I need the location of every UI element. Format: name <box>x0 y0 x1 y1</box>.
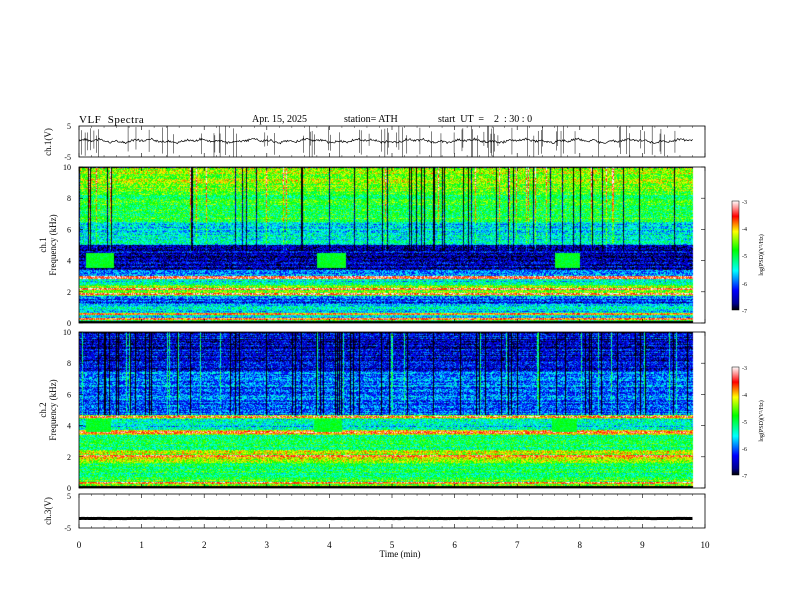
ch2-colorbar-tick: -3 <box>742 366 747 372</box>
ch3-frame <box>78 493 706 529</box>
ch3-ytick-top: 5 <box>67 492 71 501</box>
frequency-tick-label: 2 <box>67 453 71 462</box>
ch3-ylabel: ch.3(V) <box>43 497 53 525</box>
ch1-colorbar-tick: -6 <box>742 282 747 288</box>
ch1-ytick-top: 5 <box>67 122 71 131</box>
ch2-frequency-ticks: 0 2 4 6 8 10 <box>63 328 705 493</box>
ch3-ytick-bottom: -5 <box>64 524 71 533</box>
ch3-voltage-panel: 5 -5 ch.3(V) <box>43 492 706 533</box>
ch2-spectrogram-panel: 0 2 4 6 8 10 ch.2 Frequency (kHz) -3 -4 -5 -6… <box>38 328 765 493</box>
ch1-colorbar-tick: -4 <box>742 227 747 233</box>
time-tick-label: 1 <box>139 540 144 550</box>
time-tick-label: 0 <box>77 540 82 550</box>
ch1-spectrogram-panel: 0 2 4 6 8 10 ch.1 Frequency (kHz) -3 -4 -5 -6… <box>38 163 765 328</box>
ch1-ylabel: ch.1(V) <box>43 128 53 156</box>
ch1-colorbar: -3 -4 -5 -6 -7 log(PSD)(V²/Hz) <box>731 200 765 315</box>
time-tick-label: 7 <box>515 540 520 550</box>
ch1-voltage-spikes <box>81 126 676 157</box>
ch1-voltage-trace <box>79 137 693 145</box>
time-tick-label: 2 <box>202 540 207 550</box>
ch1-colorbar-tick: -5 <box>742 254 747 260</box>
figure-title: VLF Spectra <box>79 114 145 126</box>
time-axis-label: Time (min) <box>380 549 421 559</box>
ch2-colorbar-tick: -7 <box>742 474 747 480</box>
time-tick-label: 3 <box>265 540 270 550</box>
frequency-tick-label: 2 <box>67 288 71 297</box>
ch1-colorbar-tick: -7 <box>742 309 747 315</box>
ch2-colorbar-tick: -4 <box>742 393 747 399</box>
ch2-channel-label: ch.2 <box>38 402 48 417</box>
frequency-tick-label: 8 <box>67 194 71 203</box>
ch1-frequency-ticks: 0 2 4 6 8 10 <box>63 163 705 328</box>
time-tick-label: 8 <box>578 540 583 550</box>
ch2-spectrogram-image <box>79 332 705 488</box>
frequency-tick-label: 0 <box>67 484 71 493</box>
ch1-colorbar-gradient <box>731 200 740 311</box>
frequency-tick-label: 0 <box>67 319 71 328</box>
time-tick-label: 4 <box>327 540 332 550</box>
ch1-voltage-panel: 5 -5 ch.1(V) <box>43 122 706 162</box>
ch1-channel-label: ch.1 <box>38 237 48 252</box>
frequency-tick-label: 10 <box>63 328 71 337</box>
ch1-frame <box>78 125 706 158</box>
frequency-tick-label: 10 <box>63 163 71 172</box>
time-tick-label: 5 <box>390 540 395 550</box>
ch1-colorbar-label: log(PSD)(V²/Hz) <box>758 234 765 275</box>
ch2-colorbar: -3 -4 -5 -6 -7 log(PSD)(V²/Hz) <box>731 366 765 480</box>
frequency-tick-label: 4 <box>67 422 71 431</box>
ch2-frequency-label: Frequency (kHz) <box>48 379 58 440</box>
ch1-frequency-label: Frequency (kHz) <box>48 214 58 275</box>
ch1-spectrogram-image <box>79 167 705 323</box>
ch2-colorbar-tick: -5 <box>742 420 747 426</box>
station-label: station= ATH <box>344 114 398 125</box>
frequency-tick-label: 6 <box>67 390 71 399</box>
time-axis: 0 1 2 3 4 5 6 7 8 9 10 <box>77 126 710 550</box>
frequency-tick-label: 8 <box>67 359 71 368</box>
frequency-tick-label: 4 <box>67 257 71 266</box>
ch1-colorbar-tick: -3 <box>742 200 747 206</box>
time-tick-label: 9 <box>640 540 645 550</box>
ch1-ytick-bottom: -5 <box>64 153 71 162</box>
start-time-label: start UT = 2 : 30 : 0 <box>438 114 533 125</box>
time-tick-label: 6 <box>452 540 457 550</box>
ch2-colorbar-label: log(PSD)(V²/Hz) <box>758 400 765 441</box>
ch2-colorbar-tick: -6 <box>742 447 747 453</box>
ch2-colorbar-gradient <box>731 366 740 476</box>
frequency-tick-label: 6 <box>67 225 71 234</box>
date-label: Apr. 15, 2025 <box>252 114 307 125</box>
time-tick-label: 10 <box>701 540 711 550</box>
